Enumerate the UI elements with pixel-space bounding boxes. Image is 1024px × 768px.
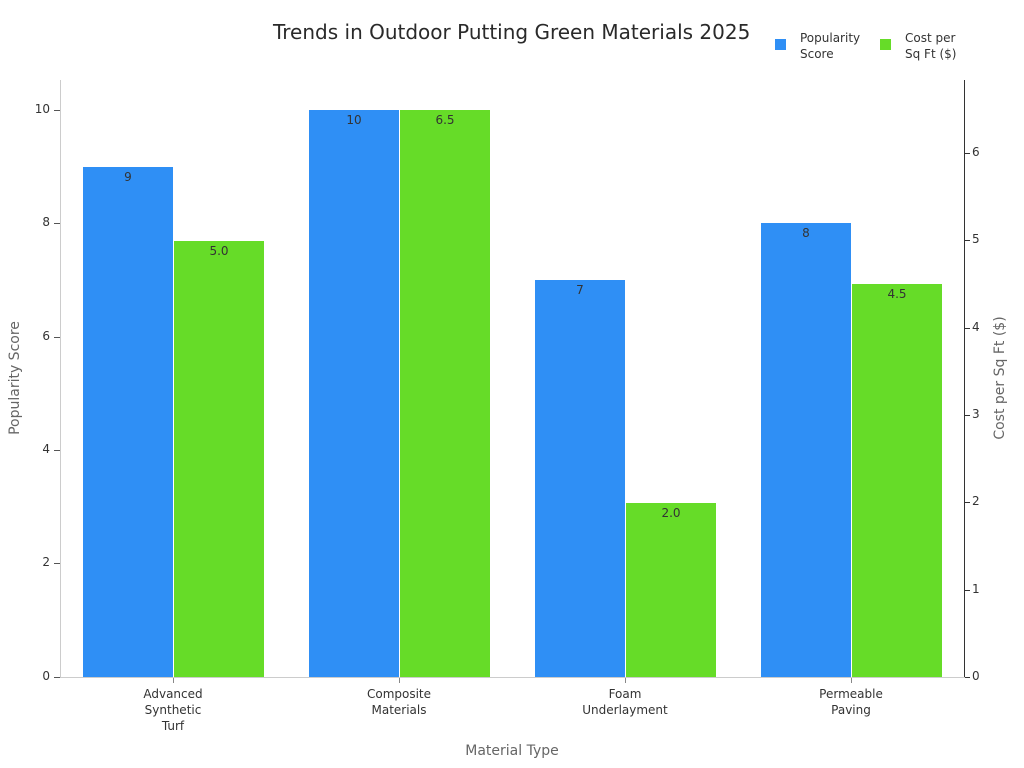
- x-tick-label: Composite Materials: [366, 687, 432, 717]
- y2-tick-label: 3: [972, 407, 980, 421]
- legend-label-popularity: Popularity Score: [800, 31, 861, 61]
- bar-value-label: 9: [124, 170, 132, 184]
- x-axis: [60, 677, 965, 678]
- bar-cost-permeable-paving[interactable]: 4.5: [852, 284, 942, 677]
- y2-tick: [965, 153, 970, 154]
- y-tick: [54, 223, 60, 224]
- y-tick-label: 8: [42, 215, 50, 229]
- legend-swatch-popularity: [775, 39, 786, 50]
- x-tick: [173, 678, 174, 683]
- y2-tick-label: 5: [972, 232, 980, 246]
- y2-tick-label: 0: [972, 669, 980, 683]
- y-tick: [54, 337, 60, 338]
- x-tick: [399, 678, 400, 683]
- legend-label-cost: Cost per Sq Ft ($): [905, 31, 957, 61]
- bar-value-label: 8: [802, 226, 810, 240]
- bar-value-label: 4.5: [887, 287, 907, 301]
- y2-tick-label: 2: [972, 494, 980, 508]
- bar-cost-composite-materials[interactable]: 6.5: [400, 110, 490, 677]
- y2-tick: [965, 240, 970, 241]
- x-axis-label: Material Type: [465, 743, 559, 759]
- bar-popularity-permeable-paving[interactable]: 8: [761, 223, 851, 677]
- y-tick-label: 2: [42, 555, 50, 569]
- y-tick: [54, 563, 60, 564]
- x-tick: [625, 678, 626, 683]
- y2-tick-label: 4: [972, 320, 980, 334]
- y-axis-right: [964, 80, 965, 678]
- y-tick-label: 6: [42, 329, 50, 343]
- y-tick-label: 4: [42, 442, 50, 456]
- bar-popularity-foam-underlayment[interactable]: 7: [535, 280, 625, 677]
- y-axis-left: [60, 80, 61, 678]
- bar-value-label: 2.0: [661, 506, 681, 520]
- bar-value-label: 6.5: [435, 113, 455, 127]
- y2-tick: [965, 590, 970, 591]
- legend-swatch-cost: [880, 39, 891, 50]
- bar-value-label: 5.0: [209, 244, 229, 258]
- legend-item-cost: Cost per Sq Ft ($): [880, 30, 956, 62]
- bar-value-label: 10: [346, 113, 362, 127]
- y2-tick: [965, 415, 970, 416]
- y2-tick: [965, 328, 970, 329]
- y2-tick: [965, 677, 970, 678]
- y-tick-label: 10: [34, 102, 50, 116]
- y-tick-label: 0: [42, 669, 50, 683]
- bar-popularity-advanced-synthetic-turf[interactable]: 9: [83, 167, 173, 677]
- x-tick-label: Advanced Synthetic Turf: [143, 687, 203, 733]
- y2-tick-label: 6: [972, 145, 980, 159]
- y-tick: [54, 110, 60, 111]
- legend-item-popularity: Popularity Score: [775, 30, 860, 62]
- y-tick: [54, 450, 60, 451]
- bar-popularity-composite-materials[interactable]: 10: [309, 110, 399, 677]
- chart-title-text: Trends in Outdoor Putting Green Material…: [273, 20, 751, 44]
- y2-tick: [965, 502, 970, 503]
- bar-cost-foam-underlayment[interactable]: 2.0: [626, 503, 716, 677]
- bar-cost-advanced-synthetic-turf[interactable]: 5.0: [174, 241, 264, 677]
- y-axis-label: Popularity Score: [7, 321, 23, 435]
- y-tick: [54, 677, 60, 678]
- y2-axis-label: Cost per Sq Ft ($): [992, 316, 1008, 440]
- x-tick-label: Permeable Paving: [819, 687, 883, 717]
- y2-tick-label: 1: [972, 582, 980, 596]
- x-tick-label: Foam Underlayment: [582, 687, 668, 717]
- x-tick: [851, 678, 852, 683]
- bar-value-label: 7: [576, 283, 584, 297]
